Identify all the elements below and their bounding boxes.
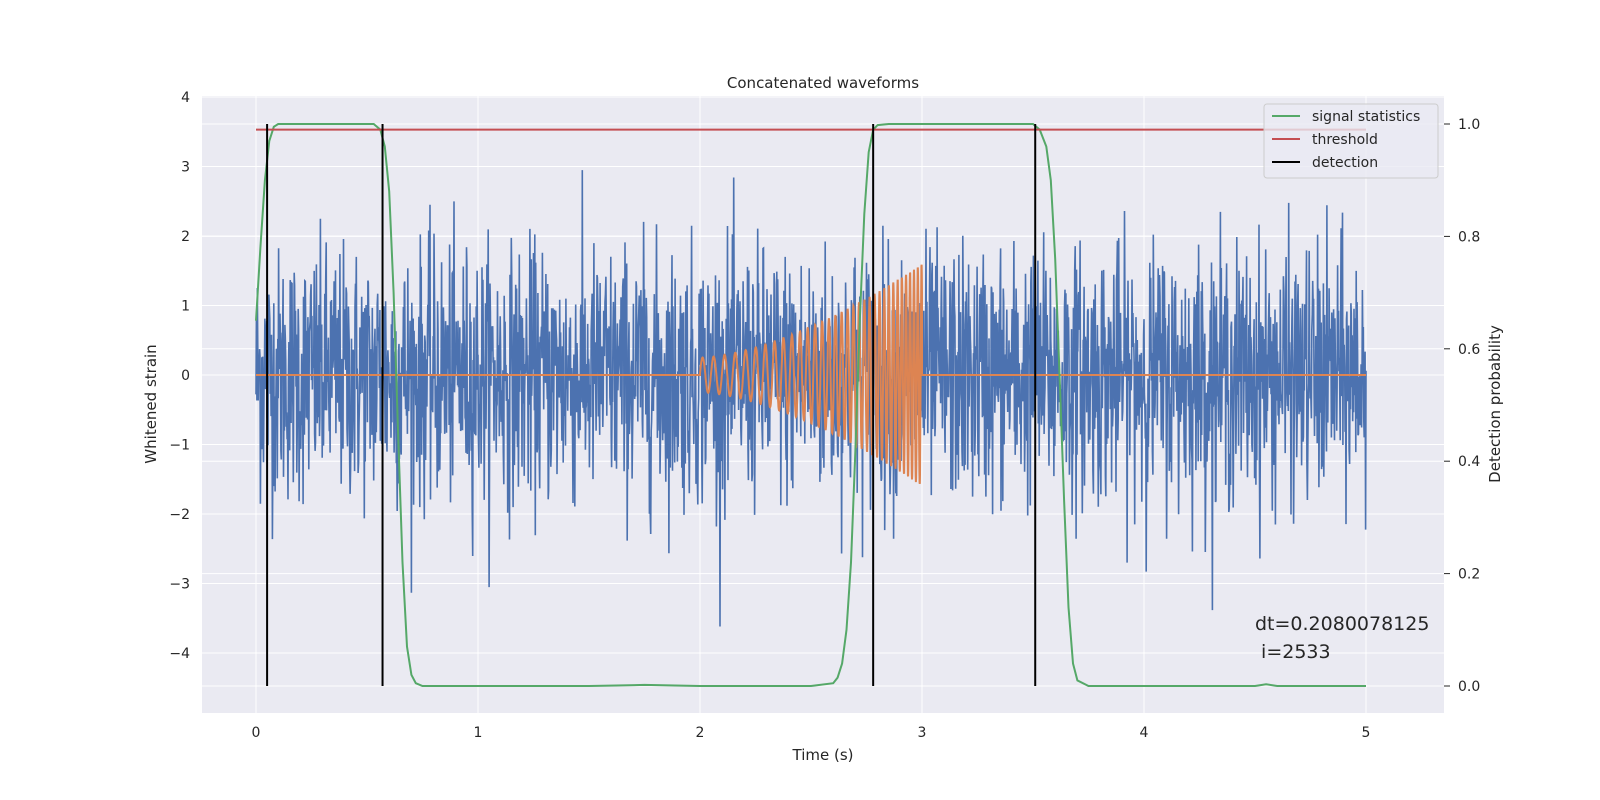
y-tick-label: 2 (181, 229, 190, 245)
annotation-dt: dt=0.2080078125 (1255, 613, 1429, 635)
legend-label-threshold: threshold (1312, 132, 1378, 148)
y2-tick-label: 0.2 (1458, 567, 1480, 583)
series-layer (255, 123, 1367, 687)
x-axis-label: Time (s) (792, 746, 854, 764)
y-tick-label: −4 (169, 646, 190, 662)
y-tick-label: −2 (169, 507, 190, 523)
x-tick-label: 1 (474, 725, 483, 741)
legend-box (1263, 103, 1439, 179)
annotation-index: i=2533 (1255, 641, 1331, 663)
y2-axis-label: Detection probability (1486, 325, 1504, 483)
y2-tick-label: 0.8 (1458, 229, 1480, 245)
x-tick-label: 5 (1362, 725, 1371, 741)
x-tick-label: 0 (252, 725, 261, 741)
y-axis-label: Whitened strain (142, 344, 160, 463)
x-tick-label: 2 (696, 725, 705, 741)
x-tick-label: 4 (1140, 725, 1149, 741)
y2-tick-label: 1.0 (1458, 117, 1480, 133)
chart-title: Concatenated waveforms (727, 74, 919, 92)
y-tick-labels: 4 3 2 1 0 −1 −2 −3 −4 (169, 90, 190, 662)
y2-tick-label: 0.4 (1458, 454, 1480, 470)
y-tick-label: −1 (169, 438, 190, 454)
legend-label-signal-statistics: signal statistics (1312, 109, 1420, 125)
y-tick-label: 3 (181, 160, 190, 176)
x-tick-labels: 0 1 2 3 4 5 (252, 725, 1371, 741)
y2-tick-label: 0.0 (1458, 679, 1480, 695)
y2-tick-label: 0.6 (1458, 342, 1480, 358)
series-line-injected-signal (256, 264, 1366, 484)
y-tick-label: 1 (181, 299, 190, 315)
x-tick-label: 3 (918, 725, 927, 741)
y2-tick-labels: 1.0 0.8 0.6 0.4 0.2 0.0 (1444, 117, 1480, 695)
y-tick-label: −3 (169, 577, 190, 593)
series-line-noisy-strain (255, 170, 1367, 627)
legend: signal statistics threshold detection (1263, 103, 1439, 179)
legend-label-detection: detection (1312, 155, 1378, 171)
y-tick-label: 4 (181, 90, 190, 106)
y-tick-label: 0 (181, 368, 190, 384)
